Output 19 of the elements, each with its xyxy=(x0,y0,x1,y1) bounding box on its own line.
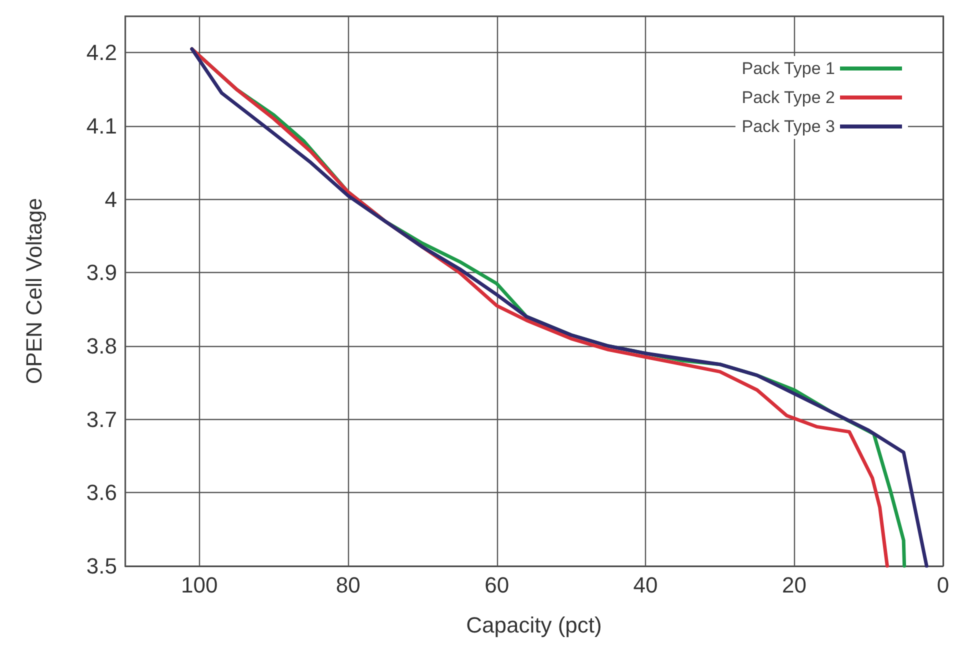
legend-label: Pack Type 1 xyxy=(742,59,835,78)
x-tick-label: 20 xyxy=(782,572,807,598)
y-tick-label: 3.7 xyxy=(86,406,117,432)
y-tick-label: 3.9 xyxy=(86,260,117,286)
y-tick-label: 3.6 xyxy=(86,480,117,506)
legend-label: Pack Type 2 xyxy=(742,88,835,107)
x-tick-label: 0 xyxy=(936,572,950,598)
y-tick-label: 4.2 xyxy=(86,40,117,66)
y-tick-label: 3.5 xyxy=(86,554,117,578)
x-tick-label: 100 xyxy=(181,572,218,598)
x-tick-label: 40 xyxy=(633,572,658,598)
x-tick-label: 60 xyxy=(484,572,510,598)
y-tick-label: 4.1 xyxy=(86,114,117,138)
x-tick-label: 80 xyxy=(336,572,360,598)
legend-label: Pack Type 3 xyxy=(742,117,835,136)
y-axis-title: OPEN Cell Voltage xyxy=(22,198,46,384)
x-axis-title: Capacity (pct) xyxy=(466,612,602,638)
y-tick-label: 3.8 xyxy=(86,334,117,358)
y-tick-label: 4 xyxy=(104,186,117,212)
